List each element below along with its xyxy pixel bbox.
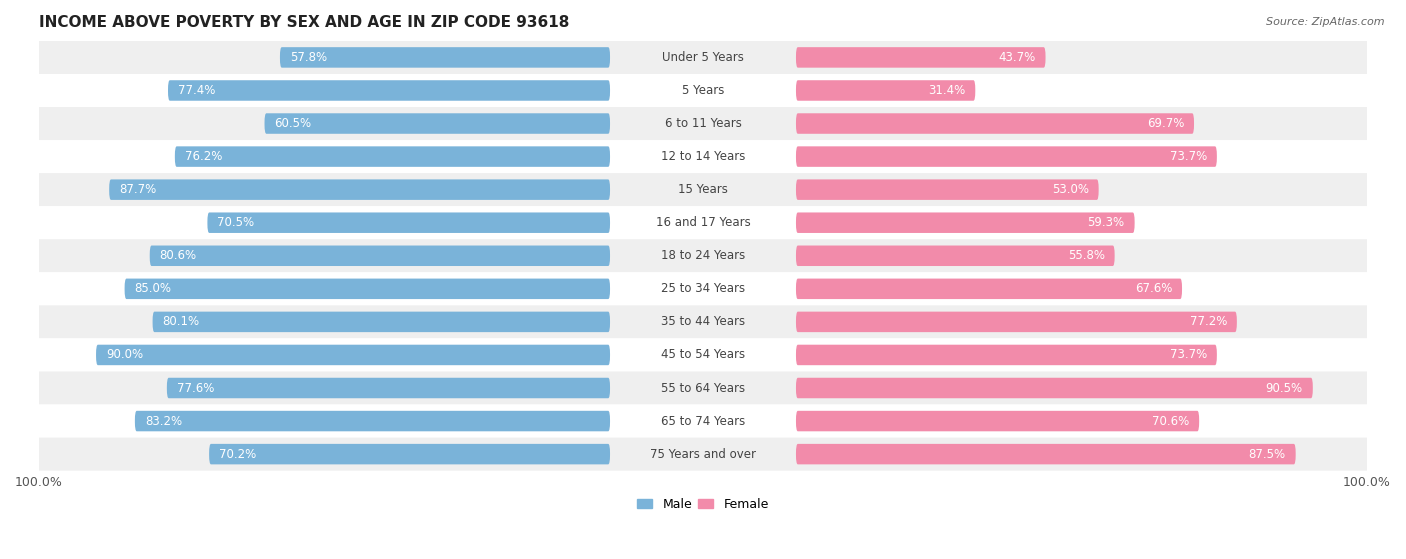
FancyBboxPatch shape	[264, 113, 610, 134]
Text: 85.0%: 85.0%	[135, 282, 172, 295]
FancyBboxPatch shape	[796, 345, 1216, 365]
Text: 90.5%: 90.5%	[1265, 381, 1303, 395]
Text: 70.5%: 70.5%	[218, 216, 254, 229]
Text: 25 to 34 Years: 25 to 34 Years	[661, 282, 745, 295]
FancyBboxPatch shape	[796, 179, 1098, 200]
Text: 77.6%: 77.6%	[177, 381, 214, 395]
Text: 80.6%: 80.6%	[160, 249, 197, 262]
Text: 87.5%: 87.5%	[1249, 448, 1285, 461]
Text: 73.7%: 73.7%	[1170, 348, 1206, 362]
Text: 31.4%: 31.4%	[928, 84, 966, 97]
Text: INCOME ABOVE POVERTY BY SEX AND AGE IN ZIP CODE 93618: INCOME ABOVE POVERTY BY SEX AND AGE IN Z…	[39, 15, 569, 30]
Text: 69.7%: 69.7%	[1147, 117, 1184, 130]
Text: Source: ZipAtlas.com: Source: ZipAtlas.com	[1267, 17, 1385, 27]
Text: 77.2%: 77.2%	[1189, 315, 1227, 328]
FancyBboxPatch shape	[39, 338, 1367, 372]
FancyBboxPatch shape	[280, 47, 610, 68]
FancyBboxPatch shape	[39, 107, 1367, 140]
FancyBboxPatch shape	[39, 372, 1367, 405]
FancyBboxPatch shape	[125, 278, 610, 299]
FancyBboxPatch shape	[167, 80, 610, 101]
FancyBboxPatch shape	[796, 113, 1194, 134]
Text: 59.3%: 59.3%	[1088, 216, 1125, 229]
FancyBboxPatch shape	[39, 405, 1367, 438]
Text: 67.6%: 67.6%	[1135, 282, 1173, 295]
Text: 57.8%: 57.8%	[290, 51, 328, 64]
Text: 83.2%: 83.2%	[145, 415, 181, 428]
FancyBboxPatch shape	[135, 411, 610, 432]
FancyBboxPatch shape	[796, 47, 1046, 68]
Text: 6 to 11 Years: 6 to 11 Years	[665, 117, 741, 130]
FancyBboxPatch shape	[96, 345, 610, 365]
FancyBboxPatch shape	[110, 179, 610, 200]
FancyBboxPatch shape	[167, 378, 610, 398]
Text: Under 5 Years: Under 5 Years	[662, 51, 744, 64]
Text: 53.0%: 53.0%	[1052, 183, 1088, 196]
FancyBboxPatch shape	[39, 272, 1367, 305]
Text: 35 to 44 Years: 35 to 44 Years	[661, 315, 745, 328]
Text: 87.7%: 87.7%	[120, 183, 156, 196]
FancyBboxPatch shape	[39, 140, 1367, 173]
Text: 90.0%: 90.0%	[105, 348, 143, 362]
Text: 43.7%: 43.7%	[998, 51, 1036, 64]
FancyBboxPatch shape	[39, 206, 1367, 239]
FancyBboxPatch shape	[39, 74, 1367, 107]
FancyBboxPatch shape	[796, 146, 1216, 167]
FancyBboxPatch shape	[149, 245, 610, 266]
Text: 15 Years: 15 Years	[678, 183, 728, 196]
Text: 45 to 54 Years: 45 to 54 Years	[661, 348, 745, 362]
FancyBboxPatch shape	[174, 146, 610, 167]
FancyBboxPatch shape	[153, 311, 610, 332]
Text: 55 to 64 Years: 55 to 64 Years	[661, 381, 745, 395]
FancyBboxPatch shape	[208, 212, 610, 233]
FancyBboxPatch shape	[796, 212, 1135, 233]
Text: 65 to 74 Years: 65 to 74 Years	[661, 415, 745, 428]
Text: 80.1%: 80.1%	[163, 315, 200, 328]
FancyBboxPatch shape	[209, 444, 610, 465]
Text: 77.4%: 77.4%	[179, 84, 215, 97]
Text: 5 Years: 5 Years	[682, 84, 724, 97]
FancyBboxPatch shape	[39, 438, 1367, 471]
FancyBboxPatch shape	[796, 311, 1237, 332]
FancyBboxPatch shape	[796, 378, 1313, 398]
Legend: Male, Female: Male, Female	[633, 493, 773, 516]
FancyBboxPatch shape	[39, 173, 1367, 206]
FancyBboxPatch shape	[796, 80, 976, 101]
Text: 16 and 17 Years: 16 and 17 Years	[655, 216, 751, 229]
Text: 75 Years and over: 75 Years and over	[650, 448, 756, 461]
FancyBboxPatch shape	[796, 278, 1182, 299]
Text: 55.8%: 55.8%	[1067, 249, 1105, 262]
Text: 73.7%: 73.7%	[1170, 150, 1206, 163]
FancyBboxPatch shape	[796, 411, 1199, 432]
Text: 60.5%: 60.5%	[274, 117, 312, 130]
FancyBboxPatch shape	[39, 305, 1367, 338]
FancyBboxPatch shape	[39, 41, 1367, 74]
FancyBboxPatch shape	[796, 444, 1296, 465]
Text: 70.6%: 70.6%	[1152, 415, 1189, 428]
Text: 18 to 24 Years: 18 to 24 Years	[661, 249, 745, 262]
Text: 12 to 14 Years: 12 to 14 Years	[661, 150, 745, 163]
Text: 70.2%: 70.2%	[219, 448, 256, 461]
Text: 76.2%: 76.2%	[184, 150, 222, 163]
FancyBboxPatch shape	[796, 245, 1115, 266]
FancyBboxPatch shape	[39, 239, 1367, 272]
